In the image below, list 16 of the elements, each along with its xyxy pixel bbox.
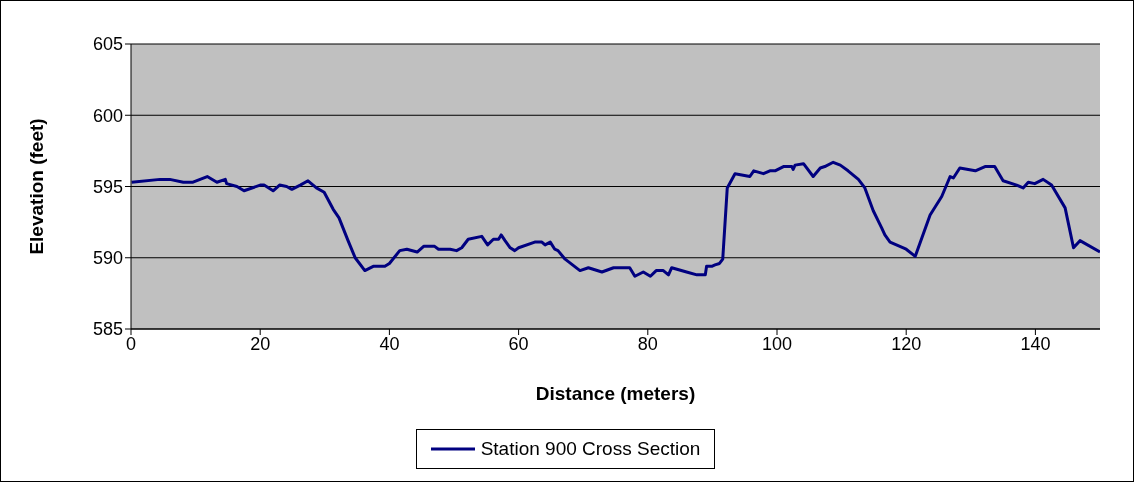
x-tick-label: 80: [637, 333, 658, 354]
x-tick-label: 0: [125, 333, 137, 354]
y-tick-label: 605: [92, 34, 123, 55]
y-tick-label: 600: [92, 105, 123, 126]
x-tick-label: 20: [250, 333, 271, 354]
y-tick-label: 595: [92, 176, 123, 197]
y-tick-label: 585: [92, 319, 123, 340]
legend-label: Station 900 Cross Section: [480, 438, 701, 460]
x-tick-label: 100: [761, 333, 793, 354]
y-tick-label: 590: [92, 248, 123, 269]
x-tick-label: 40: [379, 333, 400, 354]
x-tick-label: 60: [508, 333, 529, 354]
x-tick-label: 140: [1020, 333, 1051, 354]
x-axis-title: Distance (meters): [535, 383, 696, 405]
x-tick-label: 120: [891, 333, 922, 354]
y-axis-title: Elevation (feet): [25, 118, 47, 255]
